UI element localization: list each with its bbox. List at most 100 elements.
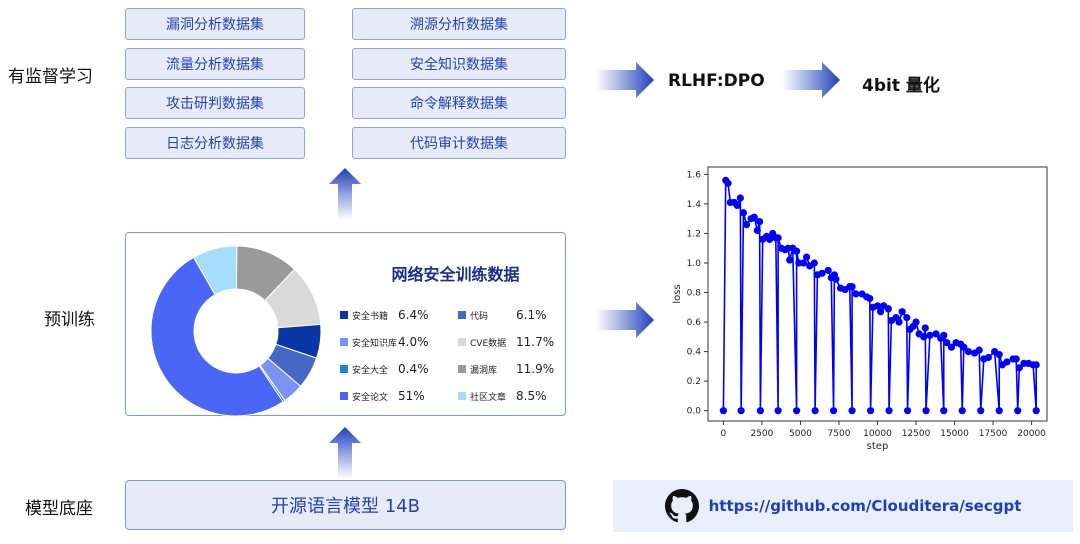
legend-item: 安全书籍 6.4%: [340, 308, 458, 322]
base-model-box: 开源语言模型 14B: [125, 480, 566, 530]
dataset-box: 日志分析数据集: [125, 127, 305, 159]
loss-point: [848, 407, 856, 415]
legend-label: 代码: [470, 311, 489, 322]
loss-point: [866, 294, 874, 303]
loss-point: [766, 235, 774, 243]
legend-swatch: [458, 311, 466, 319]
right-arrow-icon: [596, 302, 654, 338]
loss-point: [940, 331, 948, 339]
loss-point: [1003, 358, 1011, 366]
loss-point: [995, 350, 1003, 359]
x-tick-label: 12500: [902, 429, 931, 439]
loss-point: [811, 407, 819, 415]
loss-point: [724, 179, 732, 187]
loss-chart: 0 2500 5000 7500 10000 12500 15000 17500 20000 0.…: [672, 166, 1048, 452]
github-panel: https://github.com/Clouditera/secgpt: [613, 480, 1073, 532]
loss-point: [733, 201, 741, 209]
up-arrow-icon: [329, 168, 361, 220]
dataset-box: 代码审计数据集: [352, 127, 566, 159]
loss-point: [736, 194, 744, 202]
legend-value: 11.7%: [516, 335, 555, 349]
stage-label-base: 模型底座: [25, 499, 93, 519]
legend-item: 社区文章 8.5%: [458, 389, 558, 403]
legend-swatch: [458, 365, 466, 373]
loss-point: [774, 407, 782, 415]
loss-point: [912, 318, 920, 326]
loss-point: [920, 333, 928, 341]
legend-item: 漏洞库 11.9%: [458, 362, 558, 376]
legend-label: 安全大全: [352, 365, 389, 376]
github-link[interactable]: https://github.com/Clouditera/secgpt: [708, 497, 1022, 515]
y-tick-label: 1.6: [687, 170, 702, 180]
loss-point: [829, 407, 838, 415]
loss-point: [793, 247, 801, 255]
dataset-box: 攻击研判数据集: [125, 87, 305, 119]
loss-point: [964, 347, 973, 356]
x-tick-label: 5000: [789, 429, 812, 439]
x-tick-label: 7500: [828, 429, 851, 439]
loss-point: [921, 324, 929, 332]
loss-point: [1014, 407, 1022, 415]
loss-point: [884, 305, 892, 313]
loss-point: [737, 407, 745, 415]
legend-value: 6.4%: [398, 308, 429, 322]
loss-point: [984, 353, 993, 362]
legend-item: 代码 6.1%: [458, 308, 558, 322]
y-axis-label: loss: [672, 284, 683, 303]
x-axis-label: step: [867, 441, 889, 452]
legend-swatch: [340, 311, 348, 319]
stage-label-sft: 有监督学习: [8, 67, 93, 87]
legend-swatch: [340, 365, 348, 373]
loss-point: [1032, 361, 1040, 369]
dataset-box: 漏洞分析数据集: [125, 8, 305, 40]
loss-point: [940, 407, 948, 415]
dataset-box: 溯源分析数据集: [352, 8, 566, 40]
loss-point: [873, 302, 882, 310]
github-icon: [664, 489, 699, 523]
x-tick-label: 15000: [940, 429, 969, 439]
loss-point: [810, 259, 818, 267]
loss-point: [922, 407, 930, 415]
loss-point: [975, 346, 983, 354]
loss-point: [903, 407, 912, 415]
right-arrow-icon: [596, 62, 654, 98]
legend-label: 安全书籍: [352, 311, 389, 322]
loss-point: [739, 209, 748, 217]
loss-point: [903, 314, 911, 322]
y-tick-label: 1.4: [687, 200, 702, 210]
y-tick-label: 1.0: [687, 259, 702, 269]
x-tick-label: 20000: [1017, 429, 1046, 439]
rlhf-label: RLHF:DPO: [668, 71, 765, 91]
right-arrow-icon: [782, 62, 840, 98]
y-tick-label: 0.4: [687, 348, 702, 358]
loss-point: [742, 220, 751, 229]
loss-point: [793, 407, 801, 415]
loss-point: [756, 407, 764, 415]
x-tick-label: 10000: [863, 429, 892, 439]
loss-point: [750, 213, 758, 221]
loss-point: [885, 407, 893, 415]
y-tick-label: 0.2: [687, 377, 701, 387]
loss-point: [848, 283, 856, 291]
legend-item: 安全大全 0.4%: [340, 362, 458, 376]
loss-point: [898, 308, 906, 316]
legend-label: 漏洞库: [470, 365, 498, 376]
legend-value: 0.4%: [398, 362, 429, 376]
legend-value: 8.5%: [516, 389, 547, 403]
loss-point: [943, 339, 951, 347]
legend-value: 51%: [398, 389, 425, 403]
loss-point: [832, 275, 840, 283]
loss-point: [1032, 407, 1040, 415]
legend-item: 安全论文 51%: [340, 389, 458, 403]
loss-point: [799, 259, 808, 267]
legend-label: 社区文章: [470, 392, 507, 403]
pretrain-data-panel: 网络安全训练数据: [125, 232, 566, 416]
y-tick-label: 1.2: [687, 229, 701, 239]
x-tick-label: 2500: [750, 429, 773, 439]
loss-point: [932, 330, 940, 338]
loss-point: [852, 290, 860, 298]
legend-item: 安全知识库 4.0%: [340, 335, 458, 349]
loss-point: [995, 407, 1003, 415]
quantization-label: 4bit 量化: [862, 76, 940, 96]
donut-chart: [150, 245, 322, 417]
